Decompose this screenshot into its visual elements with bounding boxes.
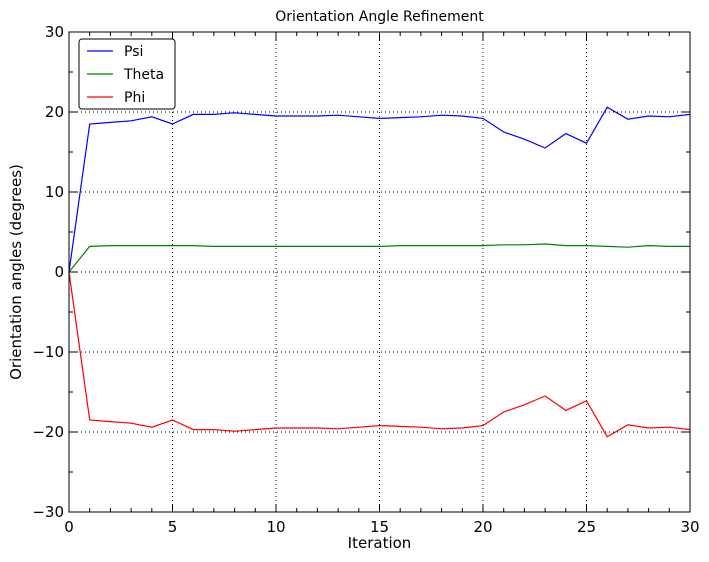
x-tick-label: 5 [168,518,178,536]
chart-title: Orientation Angle Refinement [275,9,484,25]
legend-label-psi: Psi [124,44,143,60]
y-tick-label: −20 [32,423,64,441]
legend-label-theta: Theta [123,67,164,83]
x-tick-label: 25 [577,518,596,536]
y-axis-label: Orientation angles (degrees) [7,164,25,380]
y-tick-label: 30 [45,23,64,41]
x-tick-label: 20 [473,518,492,536]
tick-layer: 0 5 10 15 20 25 30 −30 −20 −10 0 10 20 30 [32,23,699,536]
y-tick-label: −10 [32,343,64,361]
x-tick-label: 0 [64,518,74,536]
series-line-phi [68,271,691,438]
legend-label-phi: Phi [124,90,145,106]
y-tick-label: −30 [32,503,64,521]
y-tick-label: 0 [54,263,64,281]
x-axis-label: Iteration [348,534,412,552]
legend-box [78,38,176,110]
legend: Psi Theta Phi [78,38,176,110]
y-tick-label: 10 [45,183,64,201]
series-layer [68,106,691,438]
series-line-theta [68,243,690,273]
x-tick-label: 30 [680,518,699,536]
x-tick-label: 10 [266,518,285,536]
series-line-psi [68,106,691,273]
x-tick-label: 15 [370,518,389,536]
y-tick-label: 20 [45,103,64,121]
grid-layer [69,32,690,512]
